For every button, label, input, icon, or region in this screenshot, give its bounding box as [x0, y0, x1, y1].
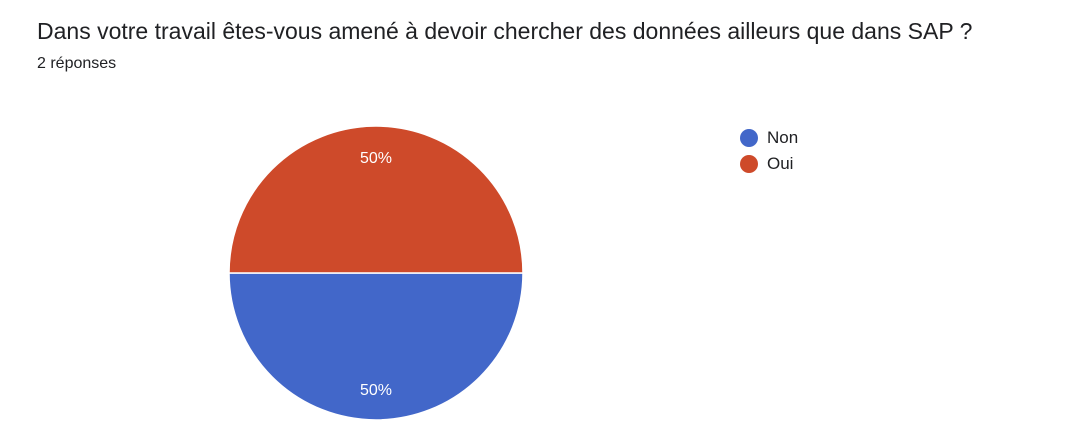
legend-item-oui[interactable]: Oui — [740, 151, 798, 177]
legend-item-non[interactable]: Non — [740, 125, 798, 151]
pie-label-oui: 50% — [360, 150, 392, 167]
legend-label-non: Non — [767, 128, 799, 147]
question-title: Dans votre travail êtes-vous amené à dev… — [37, 18, 973, 44]
pie-slice-oui[interactable] — [228, 125, 524, 274]
chart-legend: Non Oui — [740, 125, 798, 177]
pie-label-non: 50% — [360, 382, 392, 399]
response-count: 2 réponses — [37, 55, 117, 72]
legend-label-oui: Oui — [767, 154, 794, 173]
legend-swatch-non — [740, 129, 758, 147]
legend-swatch-oui — [740, 155, 758, 173]
pie-slice-non[interactable] — [228, 272, 524, 421]
